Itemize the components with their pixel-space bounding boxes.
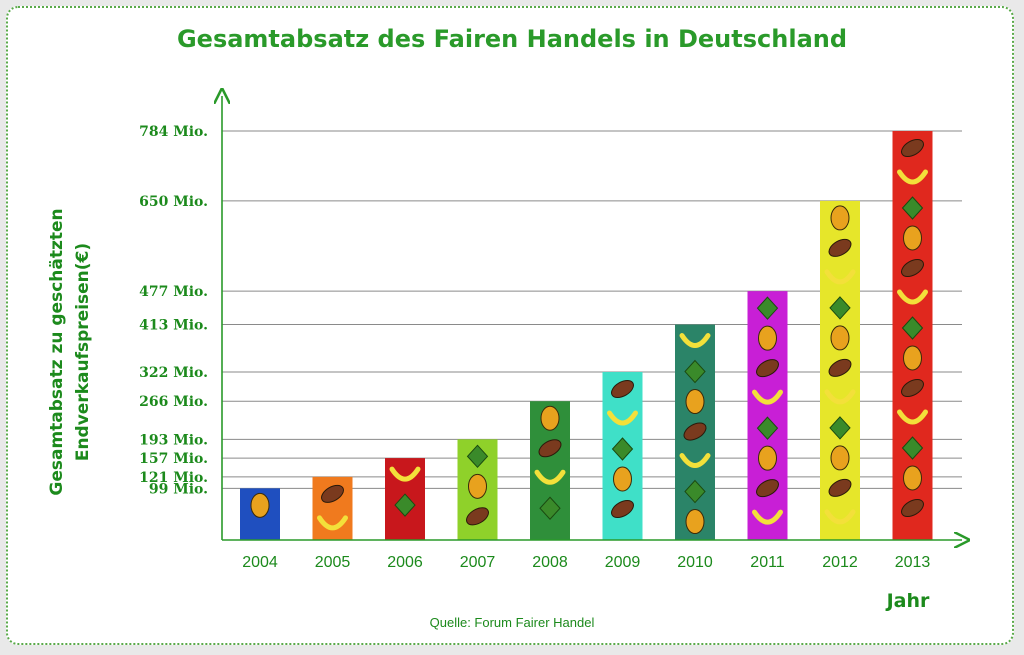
banana-icon	[897, 409, 928, 425]
x-tick-label: 2007	[460, 554, 496, 571]
x-tick-label: 2005	[315, 554, 351, 571]
y-tick-label: 99 Mio.	[149, 481, 208, 497]
source-note: Quelle: Forum Fairer Handel	[430, 615, 595, 630]
mango-icon	[685, 389, 705, 415]
cocoa-bean-icon	[538, 439, 562, 458]
y-tick-label: 784 Mio.	[139, 124, 208, 140]
x-tick-label: 2011	[750, 554, 785, 571]
leaf-icon	[756, 416, 779, 440]
y-tick-label: 650 Mio.	[139, 194, 208, 210]
leaf-icon	[901, 436, 924, 460]
bar-decoration	[897, 138, 928, 518]
y-axis-label-line-2: Endverkaufspreisen(€)	[73, 243, 93, 461]
banana-icon	[752, 509, 783, 525]
leaf-icon	[901, 316, 924, 340]
x-tick-label: 2006	[387, 554, 423, 571]
leaf-icon	[684, 359, 706, 384]
bar-decoration	[317, 484, 348, 531]
chart-title: Gesamtabsatz des Fairen Handels in Deuts…	[177, 25, 847, 53]
cocoa-bean-icon	[756, 479, 779, 498]
bar-decoration	[534, 405, 566, 520]
leaf-icon	[901, 196, 924, 220]
banana-icon	[897, 169, 928, 185]
cocoa-bean-icon	[321, 484, 344, 503]
cocoa-bean-icon	[901, 138, 924, 158]
bar-decoration	[250, 492, 270, 518]
mango-icon	[830, 325, 850, 351]
cocoa-bean-icon	[828, 478, 852, 497]
mango-icon	[830, 445, 850, 471]
cocoa-bean-icon	[828, 358, 852, 377]
cocoa-bean-icon	[828, 238, 852, 257]
y-tick-labels: 99 Mio.121 Mio. 157 Mio. 193 Mio. 266 Mio. 3…	[139, 124, 208, 497]
x-tick-label: 2013	[895, 554, 931, 571]
leaf-icon	[539, 496, 561, 520]
cocoa-bean-icon	[901, 378, 924, 398]
leaf-icon	[684, 479, 706, 504]
cocoa-bean-icon	[611, 499, 634, 519]
banana-icon	[317, 515, 348, 531]
banana-icon	[389, 466, 421, 482]
y-axis-label-line-1: Gesamtabsatz zu geschätzten	[47, 208, 67, 495]
bars-group	[240, 131, 933, 540]
x-tick-label: 2009	[605, 554, 641, 571]
leaf-icon	[611, 437, 634, 461]
y-tick-label: 322 Mio.	[139, 365, 208, 381]
banana-icon	[752, 389, 783, 405]
mango-icon	[903, 465, 922, 491]
mango-icon	[903, 345, 922, 371]
mango-icon	[758, 325, 777, 351]
mango-icon	[758, 445, 777, 471]
banana-icon	[824, 269, 856, 285]
mango-icon	[903, 225, 922, 251]
x-tick-label: 2004	[242, 554, 278, 571]
cocoa-bean-icon	[683, 422, 707, 441]
mango-icon	[830, 205, 850, 231]
x-axis-label: Jahr	[885, 590, 930, 612]
leaf-icon	[756, 296, 779, 320]
banana-icon	[534, 469, 566, 485]
cocoa-bean-icon	[901, 258, 924, 278]
mango-icon	[685, 509, 705, 535]
mango-icon	[468, 473, 487, 499]
banana-icon	[824, 389, 856, 405]
mango-icon	[250, 492, 270, 518]
mango-icon	[540, 405, 560, 431]
cocoa-bean-icon	[466, 507, 489, 526]
x-tick-label: 2012	[822, 554, 858, 571]
banana-icon	[679, 333, 711, 349]
banana-icon	[824, 509, 856, 525]
y-tick-label: 157 Mio.	[139, 451, 208, 467]
bar-decoration	[466, 444, 489, 526]
banana-icon	[607, 410, 638, 426]
y-tick-label: 193 Mio.	[139, 432, 208, 448]
cocoa-bean-icon	[756, 359, 779, 378]
leaf-icon	[829, 296, 851, 320]
leaf-icon	[829, 416, 851, 440]
bar-decoration	[389, 466, 421, 517]
banana-icon	[679, 453, 711, 469]
axes	[222, 96, 962, 540]
bar-decoration	[752, 296, 783, 525]
x-tick-label: 2010	[677, 554, 713, 571]
x-tick-labels: 2004 2005 2006 2007 2008 2009 2010 2011 2012 2013	[242, 554, 930, 571]
bar-decoration	[607, 379, 638, 519]
leaf-icon	[394, 493, 416, 517]
y-tick-label: 413 Mio.	[139, 318, 208, 334]
banana-icon	[897, 289, 928, 305]
leaf-icon	[466, 444, 489, 469]
mango-icon	[613, 466, 632, 492]
y-tick-label: 121 Mio.	[139, 470, 208, 486]
bar-decoration	[824, 205, 856, 525]
bar-decoration	[679, 333, 711, 535]
y-tick-label: 477 Mio.	[139, 284, 208, 300]
y-tick-label: 266 Mio.	[139, 394, 208, 410]
x-tick-label: 2008	[532, 554, 568, 571]
cocoa-bean-icon	[901, 498, 924, 518]
cocoa-bean-icon	[611, 379, 634, 399]
